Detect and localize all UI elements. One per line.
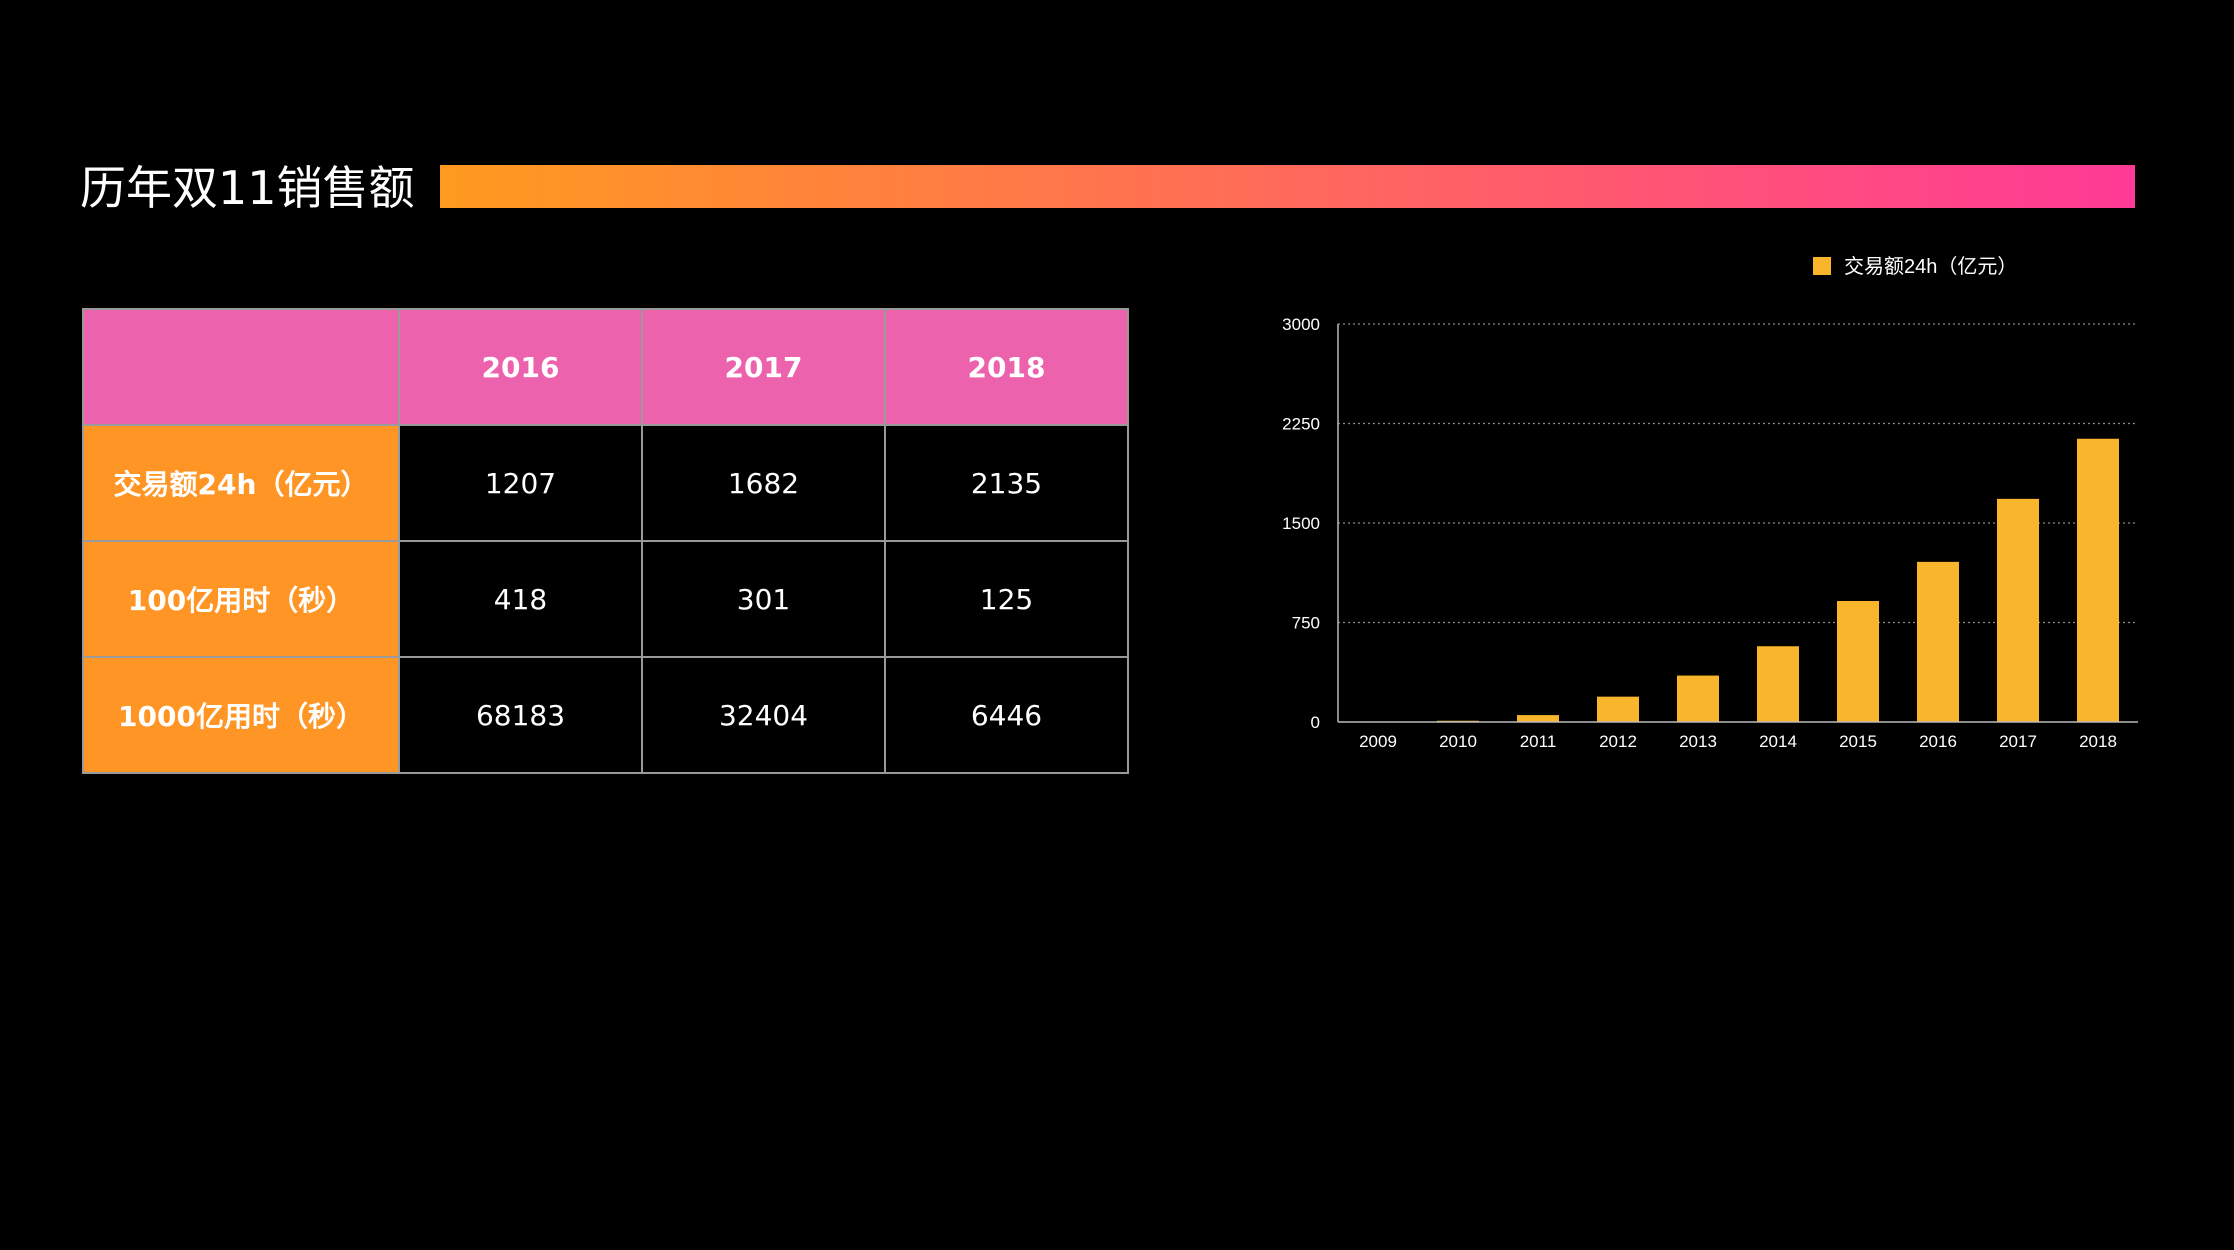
table-cell: 68183	[398, 656, 643, 774]
bar	[1997, 498, 2039, 722]
table-cell: 6446	[884, 656, 1129, 774]
column-header: 2016	[398, 308, 643, 426]
table-cell: 125	[884, 540, 1129, 658]
legend-label: 交易额24h（亿元）	[1844, 255, 2017, 278]
table-row: 1000亿用时（秒） 68183 32404 6446	[82, 656, 1129, 774]
y-tick-label: 0	[1311, 713, 1320, 732]
chart-bars	[1357, 438, 2119, 722]
chart-svg: 交易额24h（亿元） 0 750 1500 2250 3000 2009 2010 2011…	[1282, 255, 2138, 751]
column-header: 2017	[641, 308, 886, 426]
y-axis: 0 750 1500 2250 3000	[1282, 315, 1339, 732]
bar	[2077, 438, 2119, 722]
row-header: 交易额24h（亿元）	[82, 424, 400, 542]
x-tick-label: 2010	[1439, 732, 1477, 751]
x-tick-label: 2016	[1919, 732, 1957, 751]
y-tick-label: 3000	[1282, 315, 1320, 334]
row-header: 1000亿用时（秒）	[82, 656, 400, 774]
x-axis: 2009 2010 2011 2012 2013 2014 2015 2016 2017 2018	[1338, 721, 2138, 751]
y-tick-label: 1500	[1282, 514, 1320, 533]
bar	[1917, 561, 1959, 722]
title-gradient-bar	[440, 165, 2135, 208]
bar	[1597, 696, 1639, 722]
sales-table: 2016 2017 2018 交易额24h（亿元） 1207 1682 2135…	[82, 308, 1129, 774]
slide-title: 历年双11销售额	[80, 161, 415, 215]
table-cell: 2135	[884, 424, 1129, 542]
x-tick-label: 2018	[2079, 732, 2117, 751]
table-row: 100亿用时（秒） 418 301 125	[82, 540, 1129, 658]
table-cell: 1207	[398, 424, 643, 542]
legend-swatch	[1813, 257, 1831, 275]
y-tick-label: 750	[1292, 614, 1320, 633]
table-cell: 418	[398, 540, 643, 658]
y-tick-label: 2250	[1282, 415, 1320, 434]
x-tick-label: 2017	[1999, 732, 2037, 751]
x-tick-label: 2013	[1679, 732, 1717, 751]
bar	[1677, 675, 1719, 722]
row-header: 100亿用时（秒）	[82, 540, 400, 658]
column-header: 2018	[884, 308, 1129, 426]
table-header-row: 2016 2017 2018	[82, 308, 1129, 426]
x-tick-label: 2015	[1839, 732, 1877, 751]
sales-bar-chart: 交易额24h（亿元） 0 750 1500 2250 3000 2009 2010 2011…	[1240, 240, 2140, 780]
x-tick-label: 2012	[1599, 732, 1637, 751]
x-tick-label: 2014	[1759, 732, 1797, 751]
table-cell: 301	[641, 540, 886, 658]
x-tick-label: 2009	[1359, 732, 1397, 751]
bar	[1757, 646, 1799, 722]
table-row: 交易额24h（亿元） 1207 1682 2135	[82, 424, 1129, 542]
bar	[1837, 601, 1879, 722]
bar	[1517, 715, 1559, 722]
table-cell: 32404	[641, 656, 886, 774]
table-corner-cell	[82, 308, 400, 426]
x-tick-label: 2011	[1520, 732, 1557, 751]
table-cell: 1682	[641, 424, 886, 542]
chart-legend: 交易额24h（亿元）	[1813, 255, 2017, 278]
